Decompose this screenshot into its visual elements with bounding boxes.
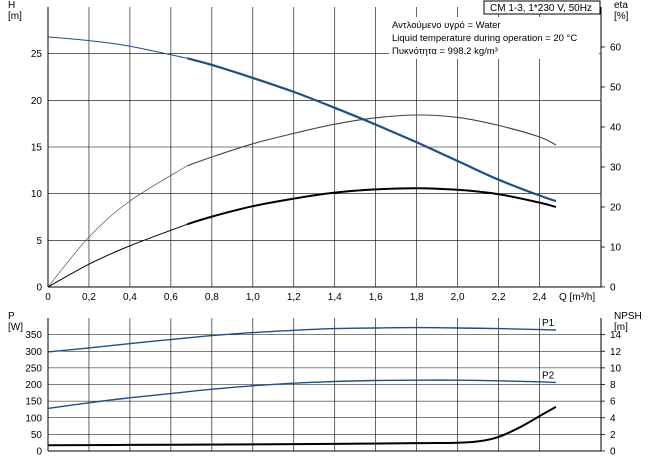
x-tick-label: 1,2: [287, 292, 301, 303]
series-eta-extrapolated: [47, 223, 188, 288]
x-tick-label: 0,4: [123, 292, 137, 303]
y2-tick-label: 0: [610, 447, 616, 458]
y2-tick-label: 30: [610, 163, 622, 174]
y2-tick-label: 10: [610, 243, 622, 254]
series-P2-line: [47, 379, 556, 410]
y-axis-label: [W]: [8, 322, 23, 333]
series-eta-line: [186, 187, 557, 226]
series-H-line: [187, 57, 557, 203]
x-tick-label: 2,0: [451, 292, 465, 303]
info-fluid: Αντλούμενο υγρό = Water: [392, 20, 501, 31]
y2-tick-label: 40: [610, 123, 622, 134]
x-tick-label: 1,0: [246, 292, 260, 303]
y2-tick-label: 12: [610, 347, 622, 358]
y-tick-label: 250: [25, 363, 42, 374]
y2-tick-label: 10: [610, 363, 622, 374]
series-eta_thin-line: [187, 114, 557, 167]
y2-axis-label: [m]: [614, 322, 628, 333]
y-tick-label: 0: [36, 447, 42, 458]
x-tick-label: 1,6: [369, 292, 383, 303]
y-axis-label: [m]: [8, 11, 22, 22]
y-tick-label: 25: [31, 49, 43, 60]
y2-axis-label: [%]: [614, 11, 629, 22]
y-tick-label: 300: [25, 347, 42, 358]
y-tick-label: 20: [31, 96, 43, 107]
x-tick-label: 2,2: [492, 292, 506, 303]
y-axis-label: P: [8, 311, 15, 322]
y2-tick-label: 6: [610, 397, 616, 408]
y-tick-label: 100: [25, 413, 42, 424]
info-density: Πυκνότητα = 998.2 kg/m³: [392, 46, 498, 57]
series-label-P2: P2: [542, 371, 555, 382]
y-tick-label: 150: [25, 397, 42, 408]
lower-plot: 0 50 100 150 200 250 300 350 0 2 4 6 8 10 12 14 P[W] NPSH…: [8, 311, 642, 458]
x-tick-label: 0: [45, 292, 51, 303]
y-tick-label: 50: [31, 430, 43, 441]
series-label-P1: P1: [542, 318, 555, 329]
y-axis-label: H: [8, 0, 15, 11]
chart-title: CM 1-3, 1*230 V, 50Hz: [490, 3, 592, 14]
info-temperature: Liquid temperature during operation = 20…: [392, 33, 577, 44]
y-tick-label: 0: [36, 283, 42, 294]
series-H-extrapolated: [47, 36, 188, 59]
y-tick-label: 10: [31, 189, 43, 200]
series-NPSH-line: [47, 406, 557, 447]
y2-tick-label: 0: [610, 283, 616, 294]
y-tick-label: 200: [25, 380, 42, 391]
series-eta_thin-extrapolated: [47, 165, 188, 288]
y-tick-label: 15: [31, 143, 43, 154]
title-box: CM 1-3, 1*230 V, 50Hz: [483, 0, 601, 15]
x-tick-label: 0,6: [164, 292, 178, 303]
y2-axis-label: NPSH: [614, 311, 642, 322]
x-tick-label: 1,4: [328, 292, 342, 303]
y2-tick-label: 20: [610, 203, 622, 214]
x-axis-label: Q [m³/h]: [559, 292, 595, 303]
x-tick-label: 0,8: [205, 292, 219, 303]
y2-tick-label: 4: [610, 413, 616, 424]
y2-tick-label: 8: [610, 380, 616, 391]
y2-axis-label: eta: [614, 0, 628, 11]
y2-tick-label: 50: [610, 83, 622, 94]
y-tick-label: 350: [25, 330, 42, 341]
y-tick-label: 5: [36, 236, 42, 247]
y2-tick-label: 60: [610, 43, 622, 54]
x-tick-label: 2,4: [533, 292, 547, 303]
info-block: Αντλούμενο υγρό = Water Liquid temperatu…: [389, 17, 599, 59]
x-tick-label: 0,2: [82, 292, 96, 303]
y2-tick-label: 14: [610, 330, 622, 341]
y2-tick-label: 2: [610, 430, 616, 441]
series-P1-line: [47, 326, 556, 353]
x-tick-label: 1,8: [410, 292, 424, 303]
